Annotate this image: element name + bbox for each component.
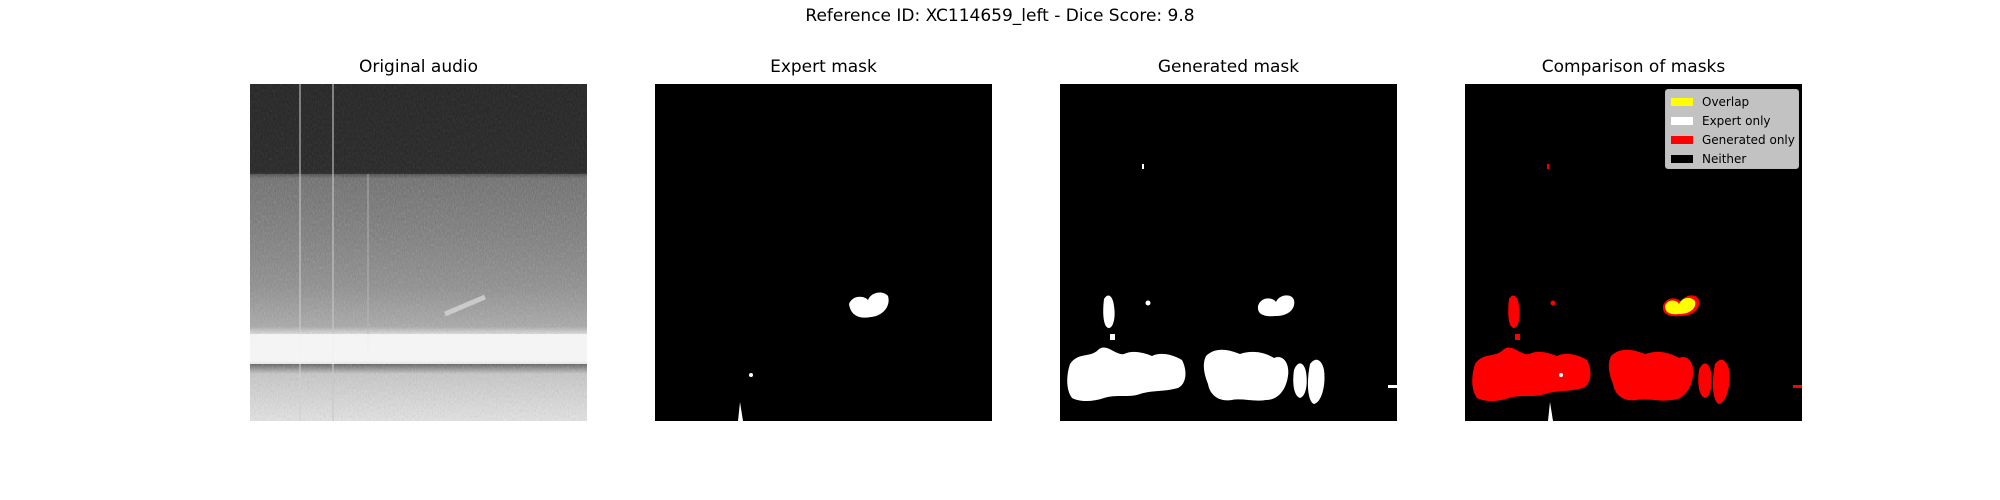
expert-mask-panel: [655, 84, 992, 421]
legend-label-overlap: Overlap: [1702, 94, 1750, 109]
legend-entry-overlap: Overlap: [1666, 92, 1798, 111]
legend-entry-neither: Neither: [1666, 149, 1798, 168]
comparison-legend: Overlap Expert only Generated only Neith…: [1665, 89, 1799, 169]
panel-title-comparison: Comparison of masks: [1541, 57, 1726, 77]
panel-title-generated-mask: Generated mask: [1157, 57, 1300, 77]
legend-label-generated-only: Generated only: [1702, 132, 1795, 147]
legend-swatch-expert-only: [1671, 116, 1693, 125]
comparison-image: [1465, 84, 1802, 421]
figure-suptitle: Reference ID: XC114659_left - Dice Score…: [805, 6, 1195, 26]
panel-title-expert-mask: Expert mask: [770, 57, 877, 77]
expert-mask-image: [655, 84, 992, 421]
legend-swatch-generated-only: [1671, 135, 1693, 144]
legend-label-neither: Neither: [1702, 151, 1747, 166]
generated-mask-panel: [1060, 84, 1397, 421]
spectrogram-image: [250, 84, 587, 421]
legend-label-expert-only: Expert only: [1702, 113, 1771, 128]
panel-title-original-audio: Original audio: [358, 57, 479, 77]
legend-swatch-neither: [1671, 154, 1693, 163]
spectrogram-panel: [250, 84, 587, 421]
legend-entry-generated-only: Generated only: [1666, 130, 1798, 149]
generated-mask-image: [1060, 84, 1397, 421]
legend-swatch-overlap: [1671, 97, 1693, 106]
legend-entry-expert-only: Expert only: [1666, 111, 1798, 130]
comparison-panel: [1465, 84, 1802, 421]
